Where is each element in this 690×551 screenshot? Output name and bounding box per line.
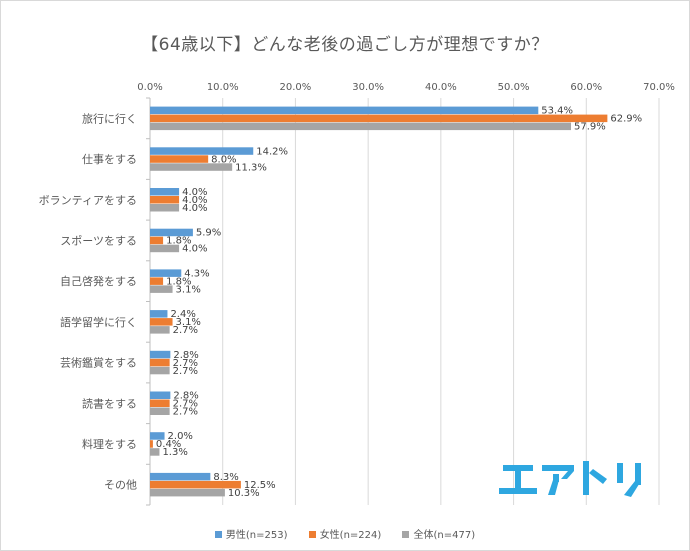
bar: [150, 269, 182, 277]
legend-label-total: 全体(n=477): [413, 530, 476, 541]
data-label: 2.7%: [173, 358, 198, 369]
x-tick-label: 40.0%: [425, 82, 457, 93]
legend-swatch-total: [402, 531, 410, 538]
data-label: 2.8%: [173, 350, 198, 361]
data-label: 4.0%: [182, 244, 207, 255]
category-label: 芸術鑑賞をする: [60, 356, 137, 370]
x-tick-label: 20.0%: [280, 82, 312, 93]
category-label: ボランティアをする: [39, 194, 137, 207]
bar: [150, 204, 180, 212]
data-label: 3.1%: [176, 284, 201, 295]
bar: [150, 399, 170, 407]
category-label: スポーツをする: [60, 234, 137, 247]
data-label: 53.4%: [541, 106, 573, 117]
data-label: 14.2%: [256, 146, 288, 157]
category-label: 旅行に行く: [82, 111, 137, 125]
data-label: 1.8%: [166, 276, 191, 287]
airtrip-logo: [499, 461, 641, 497]
bar: [150, 106, 539, 115]
chart-legend: 男性(n=253) 女性(n=224) 全体(n=477): [0, 526, 690, 541]
data-label: 2.7%: [173, 399, 198, 410]
data-label: 2.7%: [173, 366, 198, 377]
legend-label-male: 男性(n=253): [225, 530, 288, 541]
chart-title: 【64歳以下】どんな老後の過ごし方が理想ですか？: [141, 35, 549, 55]
bar: [150, 244, 180, 253]
legend-item-female: 女性(n=224): [308, 526, 382, 541]
x-tick-label: 30.0%: [352, 82, 384, 93]
data-label: 1.8%: [166, 236, 191, 247]
bar: [150, 155, 209, 163]
bar: [150, 488, 225, 497]
data-label: 10.3%: [228, 488, 260, 499]
x-tick-label: 0.0%: [137, 82, 162, 93]
data-label: 2.0%: [168, 431, 193, 442]
data-label: 57.9%: [574, 122, 606, 133]
data-label: 1.3%: [162, 447, 187, 458]
bar: [150, 163, 233, 171]
legend-item-total: 全体(n=477): [402, 526, 475, 541]
bar: [150, 326, 170, 334]
data-label: 3.1%: [176, 317, 201, 328]
legend-swatch-female: [308, 531, 316, 538]
data-label: 8.3%: [213, 472, 238, 483]
x-tick-label: 50.0%: [498, 82, 530, 93]
data-label: 2.4%: [170, 309, 195, 320]
bar: [150, 310, 168, 318]
data-label: 8.0%: [211, 154, 236, 165]
data-label: 5.9%: [196, 228, 221, 239]
bar: [150, 236, 164, 245]
legend-item-male: 男性(n=253): [214, 526, 288, 541]
bar: [150, 350, 171, 359]
data-label: 4.3%: [184, 268, 209, 279]
legend-swatch-male: [214, 531, 222, 538]
bar: [150, 407, 170, 415]
data-label: 0.4%: [156, 439, 181, 450]
bar: [150, 122, 572, 131]
data-label: 62.9%: [610, 114, 642, 125]
bar: [150, 285, 173, 293]
category-label: 語学留学に行く: [60, 315, 137, 329]
bar: [150, 196, 180, 204]
category-label: 仕事をする: [82, 153, 137, 166]
data-label: 2.8%: [173, 391, 198, 402]
bar: [150, 114, 608, 123]
data-label: 12.5%: [244, 480, 276, 491]
bar: [150, 358, 170, 367]
bar: [150, 391, 171, 399]
bar: [150, 432, 165, 440]
bar: [150, 188, 180, 196]
data-label: 4.0%: [182, 203, 207, 214]
category-label: その他: [104, 479, 137, 492]
bar: [150, 440, 153, 448]
data-label: 2.7%: [173, 325, 198, 336]
data-label: 2.7%: [173, 407, 198, 418]
category-label: 自己啓発をする: [60, 274, 137, 288]
data-label: 11.3%: [235, 162, 267, 173]
bar: [150, 277, 164, 285]
category-label: 料理をする: [82, 437, 137, 451]
bar: [150, 228, 193, 237]
data-label: 4.0%: [182, 195, 207, 206]
data-label: 4.0%: [182, 187, 207, 198]
bar: [150, 472, 211, 481]
x-tick-label: 60.0%: [570, 82, 602, 93]
bar: [150, 318, 173, 326]
bar: [150, 448, 160, 456]
category-label: 読書をする: [82, 396, 137, 410]
x-tick-label: 70.0%: [643, 82, 675, 93]
x-tick-label: 10.0%: [207, 82, 239, 93]
bar: [150, 480, 241, 489]
bar: [150, 366, 170, 375]
legend-label-female: 女性(n=224): [319, 530, 382, 541]
bar: [150, 147, 254, 155]
